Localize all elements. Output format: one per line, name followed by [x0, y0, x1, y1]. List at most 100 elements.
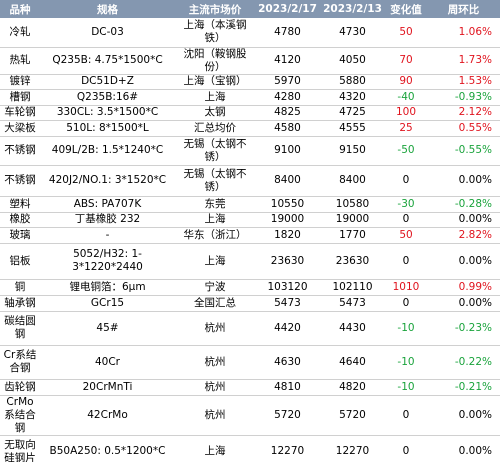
table-cell: 4320 — [320, 89, 385, 106]
table-cell: 不锈钢 — [0, 136, 40, 166]
table-cell: 5880 — [320, 74, 385, 90]
table-cell: 5473 — [255, 295, 320, 312]
table-cell: 0.00% — [427, 395, 500, 436]
table-cell: 420J2/NO.1: 3*1520*C — [40, 165, 175, 197]
table-cell: 4555 — [320, 120, 385, 137]
table-cell: 铜 — [0, 279, 40, 296]
table-cell: 槽钢 — [0, 89, 40, 106]
table-cell: 上海（宝钢） — [175, 74, 255, 90]
table-cell: -0.22% — [427, 345, 500, 380]
table-cell: 杭州 — [175, 379, 255, 396]
table-cell: 玻璃 — [0, 227, 40, 244]
table-cell: 无锡（太钢不锈） — [175, 165, 255, 197]
table-cell: 不锈钢 — [0, 165, 40, 197]
table-cell: 40Cr — [40, 345, 175, 380]
table-cell: 4780 — [255, 18, 320, 48]
table-row: 齿轮钢 20CrMnTi 杭州 4810 4820 -10 -0.21% — [0, 379, 500, 396]
table-cell: 409L/2B: 1.5*1240*C — [40, 136, 175, 166]
table-cell: GCr15 — [40, 295, 175, 312]
table-cell: 8400 — [320, 165, 385, 197]
table-cell: 碳结圆钢 — [0, 311, 40, 346]
table-cell: 25 — [385, 120, 427, 137]
table-cell: 102110 — [320, 279, 385, 296]
table-cell: 9150 — [320, 136, 385, 166]
table-cell: 90 — [385, 74, 427, 90]
table-cell: 0 — [385, 165, 427, 197]
table-cell: 上海 — [175, 89, 255, 106]
table-row: 车轮钢 330CL: 3.5*1500*C 太钢 4825 4725 100 2.12% — [0, 105, 500, 121]
table-cell: 4730 — [320, 18, 385, 48]
table-cell: -50 — [385, 136, 427, 166]
table-cell: 轴承钢 — [0, 295, 40, 312]
table-cell: 0.55% — [427, 120, 500, 137]
header-cell: 周环比 — [427, 0, 500, 18]
header-cell: 2023/2/13 — [320, 0, 385, 18]
table-cell: 2.82% — [427, 227, 500, 244]
table-cell: 杭州 — [175, 345, 255, 380]
table-cell: 12270 — [255, 435, 320, 462]
table-row: 铜锂电铜箔：6μm 宁波 103120 102110 1010 0.99% — [0, 279, 500, 296]
header-cell: 主流市场价 — [175, 0, 255, 18]
table-row: 冷轧 DC-03 上海（本溪钢铁） 4780 4730 50 1.06% — [0, 18, 500, 48]
table-cell: 沈阳（鞍钢股份） — [175, 47, 255, 75]
table-cell: 20CrMnTi — [40, 379, 175, 396]
table-cell: 冷轧 — [0, 18, 40, 48]
table-cell: 1010 — [385, 279, 427, 296]
table-cell: 0.00% — [427, 295, 500, 312]
header-cell: 品种 — [0, 0, 40, 18]
table-cell: -10 — [385, 311, 427, 346]
table-row: 槽钢 Q235B:16# 上海 4280 4320 -40 -0.93% — [0, 89, 500, 106]
table-cell: 太钢 — [175, 105, 255, 121]
table-cell: 上海 — [175, 435, 255, 462]
table-cell: DC-03 — [40, 18, 175, 48]
table-cell: 4630 — [255, 345, 320, 380]
table-cell: 4430 — [320, 311, 385, 346]
table-cell: 100 — [385, 105, 427, 121]
table-cell: 上海 — [175, 212, 255, 228]
table-cell: -0.21% — [427, 379, 500, 396]
table-cell: 锂电铜箔：6μm — [40, 279, 175, 296]
table-cell: 4580 — [255, 120, 320, 137]
table-cell: 23630 — [320, 243, 385, 280]
table-row: 玻璃 - 华东（浙江） 1820 1770 50 2.82% — [0, 227, 500, 244]
table-cell: 2.12% — [427, 105, 500, 121]
table-cell: -40 — [385, 89, 427, 106]
table-row: 碳结圆钢 45# 杭州 4420 4430 -10 -0.23% — [0, 311, 500, 346]
table-cell: 0.99% — [427, 279, 500, 296]
table-cell: 10580 — [320, 196, 385, 213]
table-row: CrMo系结合钢 42CrMo 杭州 5720 5720 0 0.00% — [0, 395, 500, 436]
table-cell: 42CrMo — [40, 395, 175, 436]
table-cell: 4810 — [255, 379, 320, 396]
table-cell: 4280 — [255, 89, 320, 106]
table-row: 橡胶 丁基橡胶 232 上海 19000 19000 0 0.00% — [0, 212, 500, 228]
table-cell: ABS: PA707K — [40, 196, 175, 213]
table-cell: 热轧 — [0, 47, 40, 75]
table-cell: 1.06% — [427, 18, 500, 48]
table-row: 铝板 5052/H32: 1-3*1220*2440 上海 23630 23630 0 0.… — [0, 243, 500, 280]
table-cell: 0.00% — [427, 435, 500, 462]
table-row: 不锈钢 420J2/NO.1: 3*1520*C 无锡（太钢不锈） 8400 8400 0… — [0, 165, 500, 197]
table-cell: 橡胶 — [0, 212, 40, 228]
header-cell: 变化值 — [385, 0, 427, 18]
table-cell: 车轮钢 — [0, 105, 40, 121]
table-cell: 5052/H32: 1-3*1220*2440 — [40, 243, 175, 280]
table-cell: 0 — [385, 243, 427, 280]
table-cell: 5473 — [320, 295, 385, 312]
table-row: 镀锌 DC51D+Z 上海（宝钢） 5970 5880 90 1.53% — [0, 74, 500, 90]
table-cell: 50 — [385, 18, 427, 48]
table-row: 轴承钢 GCr15 全国汇总 5473 5473 0 0.00% — [0, 295, 500, 312]
table-cell: 铝板 — [0, 243, 40, 280]
table-cell: -0.93% — [427, 89, 500, 106]
table-cell: 0.00% — [427, 165, 500, 197]
table-cell: CrMo系结合钢 — [0, 395, 40, 436]
table-cell: B50A250: 0.5*1200*C — [40, 435, 175, 462]
table-cell: 103120 — [255, 279, 320, 296]
table-cell: 丁基橡胶 232 — [40, 212, 175, 228]
table-cell: 杭州 — [175, 311, 255, 346]
table-cell: -10 — [385, 379, 427, 396]
table-cell: 50 — [385, 227, 427, 244]
table-cell: 4820 — [320, 379, 385, 396]
table-cell: 齿轮钢 — [0, 379, 40, 396]
